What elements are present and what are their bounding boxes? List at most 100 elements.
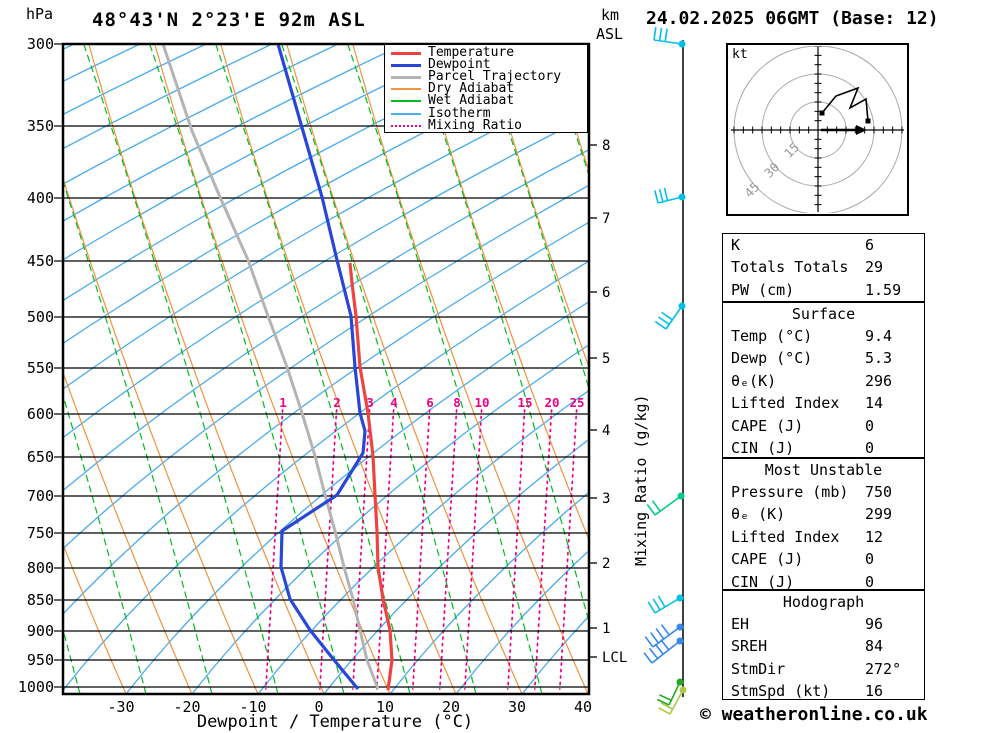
table-row: Pressure (mb) 750	[723, 481, 924, 503]
table-row-value: 96	[865, 615, 884, 633]
table-row-value: 6	[865, 236, 875, 254]
table-row: CAPE (J) 0	[723, 548, 924, 570]
table-row-value: 0	[865, 572, 875, 591]
legend-swatch	[391, 88, 421, 91]
table-title: Surface	[791, 305, 856, 323]
legend-label: Parcel Trajectory	[428, 69, 562, 85]
legend-swatch	[391, 112, 421, 115]
temperature-tick-label: 40	[574, 698, 592, 716]
temperature-tick-label: 0	[314, 698, 323, 716]
table-row: PW (cm) 1.59	[723, 279, 924, 301]
hodograph-trace	[821, 86, 869, 122]
table-row: Temp (°C) 9.4	[723, 325, 924, 347]
table-row-label: Lifted Index	[731, 394, 840, 413]
pressure-tick-label: 850	[27, 591, 54, 609]
asl-axis-label: ASL	[596, 25, 624, 43]
table-row: SREH 84	[723, 635, 924, 657]
km-scale: 8 7 6 5 4 3 2 1 LCL	[589, 138, 627, 666]
wind-barb	[654, 187, 686, 204]
table-row-value: 0	[865, 438, 875, 457]
hodograph-unit-label: kt	[732, 47, 748, 62]
hodograph-trace-marker	[819, 110, 825, 116]
legend-item: Parcel Trajectory	[391, 69, 587, 85]
wind-barb	[647, 594, 684, 614]
chart-legend: Temperature Dewpoint Parcel Trajectory Dry …	[384, 44, 588, 133]
wind-barb	[654, 302, 686, 330]
table-row-label: Lifted Index	[731, 527, 840, 546]
mixing-ratio-value-label: 3	[366, 395, 374, 410]
temperature-tick-label: -10	[239, 698, 266, 716]
table-row-label: Dewp (°C)	[731, 349, 813, 368]
wind-barb-station-dot	[678, 193, 686, 201]
table-row: Totals Totals 29	[723, 256, 924, 278]
wind-barb-station-dot	[678, 40, 686, 48]
mixing-ratio-value-label: 2	[333, 395, 341, 410]
mixing-ratio-value-label: 4	[390, 395, 398, 410]
sounding-curves	[161, 44, 394, 691]
km-tick-label: 3	[602, 491, 610, 507]
legend-swatch	[391, 124, 421, 127]
table-row-value: 0	[865, 550, 875, 569]
wind-barb-station-dot	[679, 686, 687, 694]
wind-barb	[656, 678, 684, 706]
km-tick-label: 7	[602, 211, 610, 227]
legend-swatch	[391, 63, 421, 67]
table-row-value: 29	[865, 258, 884, 277]
wind-barb	[644, 623, 684, 648]
legend-item: Isotherm	[391, 107, 587, 120]
table-row-value: 272°	[865, 659, 902, 678]
copyright-text: © weatheronline.co.uk	[700, 704, 928, 725]
pressure-gridlines	[54, 43, 589, 688]
temperature-tick-label: 30	[508, 698, 526, 716]
legend-label: Wet Adiabat	[428, 93, 515, 109]
wind-barb-station-dot	[677, 492, 685, 500]
indices-table: K 6 Totals Totals 29 PW (cm) 1.59	[722, 233, 925, 302]
table-row-value: 0	[865, 416, 875, 435]
wet-adiabat-lines	[63, 44, 589, 694]
legend-item: Dry Adiabat	[391, 81, 587, 97]
table-row-value: 16	[865, 682, 884, 701]
table-row-label: θₑ(K)	[731, 371, 777, 390]
table-row: StmSpd (kt) 16	[723, 680, 924, 702]
table-row-label: CIN (J)	[731, 572, 795, 591]
wind-barb-station-dot	[676, 594, 684, 602]
table-row: Lifted Index 12	[723, 526, 924, 548]
mixing-ratio-value-label: 8	[453, 395, 461, 410]
run-date-header: 24.02.2025 06GMT (Base: 12)	[646, 8, 939, 29]
table-row: θₑ (K) 299	[723, 503, 924, 525]
table-row-value: 750	[865, 483, 893, 501]
table-row-label: Totals Totals	[731, 258, 849, 277]
table-row: CIN (J) 0	[723, 437, 924, 459]
pressure-tick-label: 350	[27, 117, 54, 135]
legend-label: Dewpoint	[428, 57, 491, 73]
indices-table: Surface Temp (°C) 9.4 Dewp (°C) 5.3 θₑ(K) 296 L…	[722, 302, 925, 458]
parcel-trajectory-curve	[161, 44, 380, 690]
mixing-ratio-axis-title: Mixing Ratio (g/kg)	[632, 394, 650, 566]
indices-table: Hodograph EH 96 SREH 84 StmDir 272° StmSpd (kt)…	[722, 590, 925, 700]
legend-swatch	[391, 51, 421, 55]
pressure-tick-label: 650	[27, 448, 54, 466]
indices-table: Most Unstable Pressure (mb) 750 θₑ (K) 299 Li…	[722, 458, 925, 591]
table-row-value: 12	[865, 527, 884, 546]
plot-border	[61, 42, 591, 696]
table-row: θₑ(K) 296	[723, 370, 924, 392]
table-row: CAPE (J) 0	[723, 415, 924, 437]
table-row-value: 9.4	[865, 327, 893, 345]
table-title: Most Unstable	[764, 461, 883, 479]
lcl-label: LCL	[602, 650, 627, 666]
temperature-curve	[348, 262, 394, 691]
table-row-value: 5.3	[865, 349, 893, 368]
pressure-tick-label: 1000	[18, 678, 54, 696]
mixing-ratio-value-label: 25	[569, 395, 584, 410]
km-tick-label: 5	[602, 351, 610, 367]
wind-barb	[646, 492, 685, 516]
table-row-label: θₑ (K)	[731, 505, 786, 524]
pressure-axis-unit-label: hPa	[26, 5, 54, 23]
table-row-label: EH	[731, 615, 750, 633]
wind-barb-station-dot	[676, 623, 684, 631]
wind-barb-station-dot	[678, 302, 686, 310]
legend-label: Dry Adiabat	[428, 81, 515, 97]
